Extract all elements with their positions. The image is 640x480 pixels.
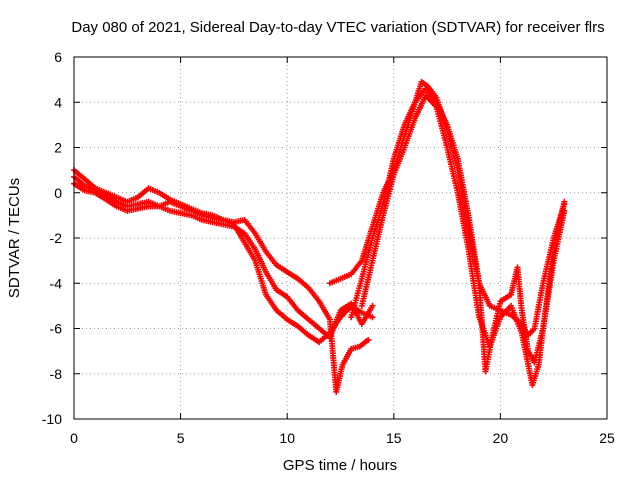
x-tick-label: 25 xyxy=(599,430,615,446)
y-tick-label: 2 xyxy=(54,140,62,156)
x-axis-label: GPS time / hours xyxy=(283,457,397,474)
x-tick-label: 10 xyxy=(279,430,295,446)
x-tick-label: 0 xyxy=(70,430,78,446)
data-point xyxy=(365,336,372,343)
x-tick-label: 20 xyxy=(493,430,509,446)
y-tick-label: 0 xyxy=(54,185,62,201)
x-tick-label: 15 xyxy=(386,430,402,446)
y-tick-label: 6 xyxy=(54,49,62,65)
chart-title: Day 080 of 2021, Sidereal Day-to-day VTE… xyxy=(71,19,604,36)
data-point xyxy=(369,302,376,309)
x-tick-label: 5 xyxy=(177,430,185,446)
y-tick-label: -8 xyxy=(50,366,63,382)
data-series xyxy=(71,78,568,395)
series-track-6 xyxy=(348,85,568,375)
data-point xyxy=(561,198,568,205)
axes-ticks: 0 5 10 15 20 25 -10 -8 -6 -4 -2 0 2 4 6 xyxy=(42,49,615,446)
y-tick-label: -4 xyxy=(50,275,63,291)
y-tick-label: -2 xyxy=(50,230,63,246)
y-axis-label: SDTVAR / TECUs xyxy=(6,178,23,298)
y-tick-label: -6 xyxy=(50,321,63,337)
y-tick-label: -10 xyxy=(42,411,62,427)
series-track-3 xyxy=(71,180,376,346)
y-tick-label: 4 xyxy=(54,94,62,110)
data-point xyxy=(369,314,376,321)
